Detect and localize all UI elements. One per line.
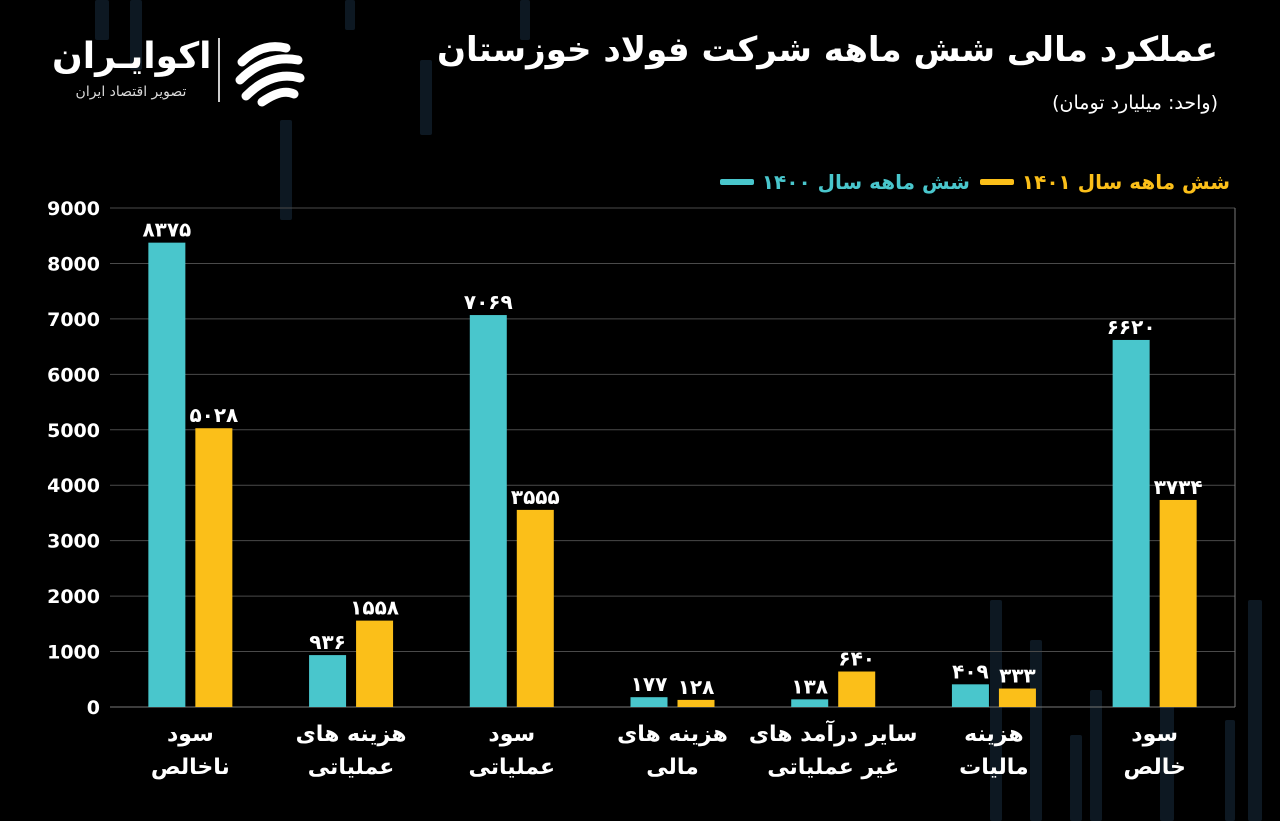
y-tick-label: 9000 [47, 198, 100, 220]
bar-value-label: ۱۳۸ [791, 674, 828, 698]
x-category-label: خالص [1123, 755, 1185, 780]
bar-value-label: ۱۵۵۸ [350, 596, 399, 620]
x-category-label: هزینه [964, 722, 1024, 747]
bar-1401 [998, 688, 1036, 707]
bar-value-label: ۶۶۲۰ [1107, 315, 1156, 339]
x-category-label: مالی [646, 755, 698, 780]
legend-label-1401: شش ماهه سال ۱۴۰۱ [1021, 170, 1230, 194]
unit-label: (واحد: میلیارد تومان) [1052, 92, 1218, 114]
bar-value-label: ۳۷۳۴ [1154, 475, 1203, 499]
bar-1400 [148, 242, 186, 707]
y-tick-label: 8000 [47, 253, 100, 275]
bar-1401 [677, 699, 715, 707]
bar-value-label: ۱۷۷ [631, 672, 668, 696]
bar-1401 [195, 428, 233, 707]
x-category-label: هزینه های [617, 722, 728, 747]
x-category-label: سود [167, 722, 214, 747]
x-category-label: سایر درآمد های [749, 719, 918, 747]
y-tick-label: 4000 [47, 475, 100, 497]
bar-1400 [951, 684, 989, 707]
x-category-label: سود [1131, 722, 1178, 747]
bar-1401 [838, 671, 876, 707]
y-tick-label: 7000 [47, 309, 100, 331]
bar-1401 [356, 620, 394, 707]
bar-1401 [1159, 499, 1197, 707]
legend-item-1400: شش ماهه سال ۱۴۰۰ [719, 170, 970, 194]
brand-name: اکوایـران [52, 36, 212, 77]
brand-tagline: تصویر اقتصاد ایران [75, 84, 187, 100]
bar-1400 [469, 315, 507, 707]
legend-item-1401: شش ماهه سال ۱۴۰۱ [979, 170, 1230, 194]
x-category-label: هزینه های [296, 722, 407, 747]
bar-value-label: ۸۳۷۵ [142, 218, 191, 242]
chart-legend: شش ماهه سال ۱۴۰۰ شش ماهه سال ۱۴۰۱ [719, 170, 1230, 194]
bar-1401 [516, 509, 554, 707]
legend-swatch-1401 [979, 179, 1014, 185]
x-category-label: ناخالص [151, 755, 230, 780]
x-category-label: غیر عملیاتی [767, 755, 899, 780]
bar-value-label: ۵۰۲۸ [189, 403, 238, 427]
y-tick-label: 0 [87, 697, 100, 719]
bar-1400 [791, 699, 829, 707]
x-category-label: عملیاتی [469, 755, 556, 780]
bar-value-label: ۳۳۳ [999, 664, 1036, 688]
y-tick-label: 2000 [47, 586, 100, 608]
bar-value-label: ۷۰۶۹ [464, 290, 513, 314]
bar-1400 [630, 697, 668, 707]
x-category-label: عملیاتی [308, 755, 395, 780]
bar-value-label: ۳۵۵۵ [511, 485, 560, 509]
y-tick-label: 5000 [47, 420, 100, 442]
x-category-label: سود [488, 722, 535, 747]
bar-1400 [1112, 339, 1150, 707]
bar-value-label: ۹۳۶ [309, 630, 346, 654]
y-tick-label: 1000 [47, 642, 100, 664]
bar-value-label: ۴۰۹ [952, 659, 989, 683]
y-tick-label: 3000 [47, 531, 100, 553]
bar-value-label: ۱۲۸ [678, 675, 715, 699]
page-title: عملکرد مالی شش ماهه شرکت فولاد خوزستان [437, 30, 1218, 70]
bar-1400 [309, 655, 347, 707]
y-tick-label: 6000 [47, 364, 100, 386]
legend-label-1400: شش ماهه سال ۱۴۰۰ [761, 170, 970, 194]
x-category-label: مالیات [959, 755, 1029, 780]
legend-swatch-1400 [719, 179, 754, 185]
brand-divider [218, 38, 220, 102]
bar-value-label: ۶۴۰ [838, 647, 875, 671]
brand-swirl-icon [235, 42, 305, 107]
